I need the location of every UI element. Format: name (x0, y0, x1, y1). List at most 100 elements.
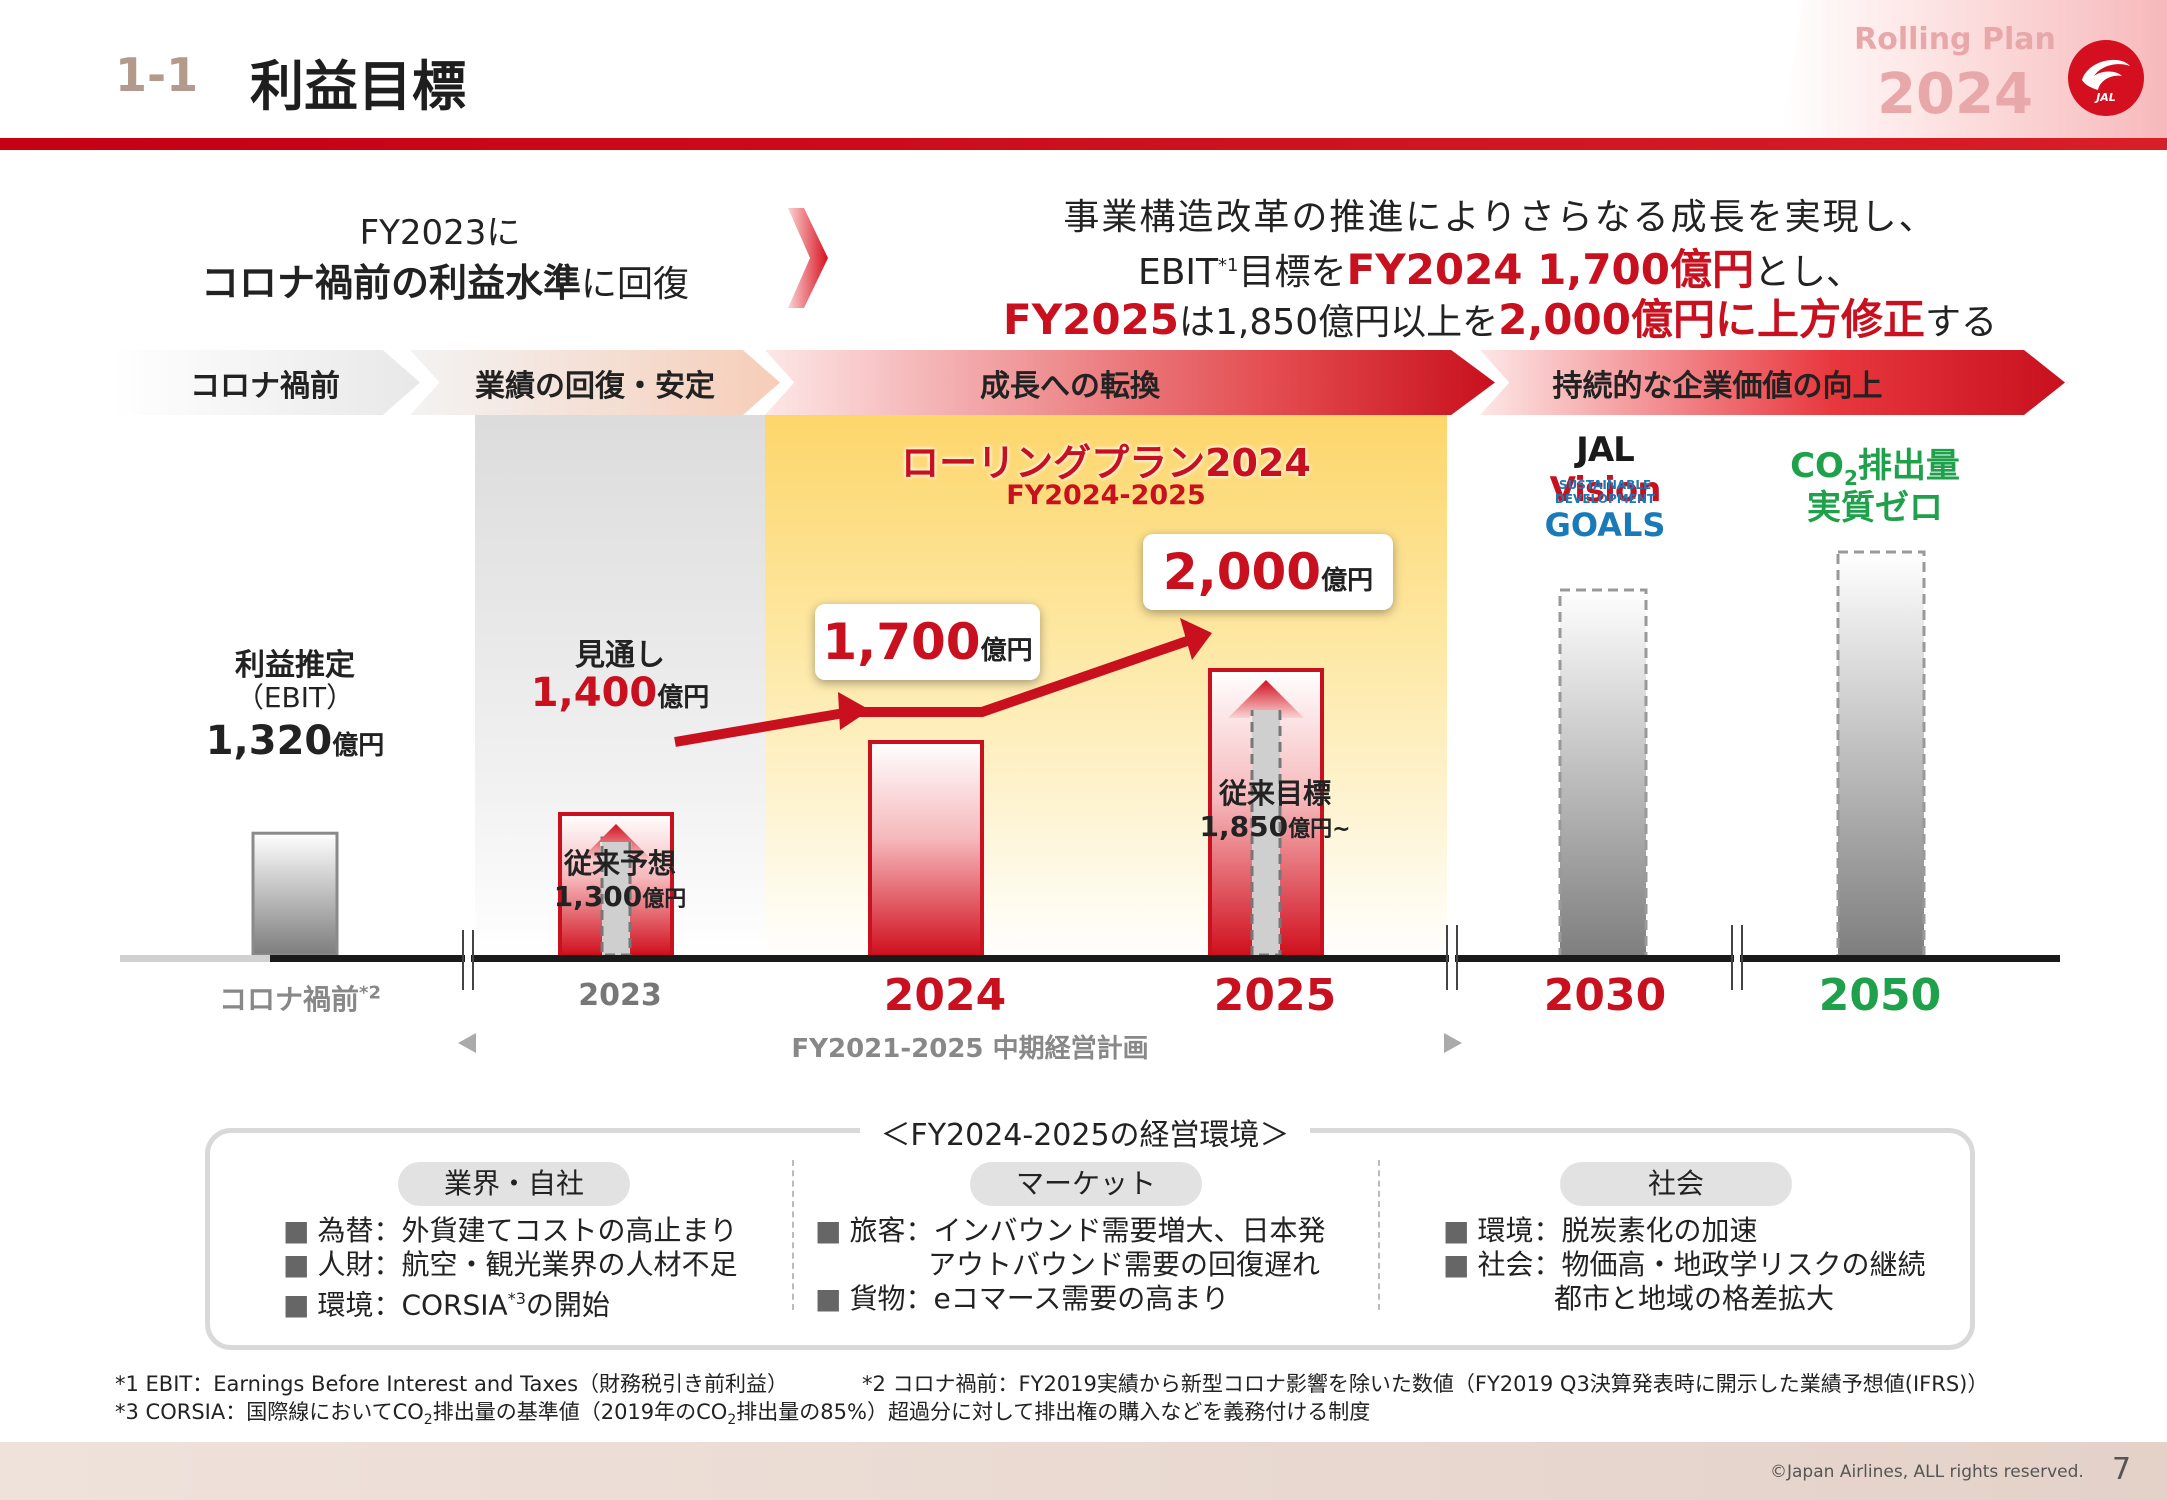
prev-bar-2023 (600, 836, 632, 957)
phase-label: 持続的な企業価値の向上 (1552, 368, 1883, 404)
forecast-2023-value: 1,400億円 (520, 670, 720, 716)
co2-subscript: 2 (1843, 465, 1858, 490)
value-unit: 億円 (642, 887, 687, 912)
year-text: コロナ禍前 (219, 983, 360, 1016)
year-label-2024: 2024 (883, 970, 1007, 1021)
list-item: ■ 旅客：インバウンド需要増大、日本発 (815, 1214, 1325, 1248)
bullet-square-icon: ■ (283, 1288, 310, 1322)
year-label-2030: 2030 (1543, 970, 1667, 1021)
page-number: 7 (2112, 1452, 2132, 1487)
headline-text: する (1924, 302, 1997, 343)
pre-covid-value: 1,320億円 (200, 718, 390, 764)
value-number: 1,700 (822, 613, 981, 671)
headline-text: とし、 (1754, 252, 1863, 293)
pre-covid-label: 利益推定 (235, 648, 355, 683)
bullet-square-icon: ■ (283, 1248, 310, 1281)
headline-target-2024: FY2024 1,700億円 (1346, 245, 1754, 294)
list-item-text: 旅客：インバウンド需要増大、日本発 (849, 1214, 1326, 1247)
profit-chart (120, 550, 2060, 1053)
prev-target-2025-value: 1,850億円~ (1180, 810, 1370, 843)
mtp-arrow-head-right (1444, 1033, 1462, 1053)
axis-break-gap (1449, 952, 1455, 966)
list-item: ■ 貨物：eコマース需要の高まり (815, 1282, 1229, 1316)
env-heading-market: マーケット (970, 1162, 1202, 1206)
increase-arrow-2023 (578, 824, 654, 862)
jal-vision-jal: JAL (1576, 430, 1635, 470)
bar-2050 (1836, 550, 1926, 962)
crane-icon (2082, 59, 2130, 90)
value-unit: 億円~ (1288, 817, 1351, 842)
headline-text: は1,850億円以上を (1179, 302, 1499, 343)
phase-arrow-sustainable: 持続的な企業価値の向上 (1480, 350, 2065, 415)
footnote-text: 排出量の基準値（2019年のCO (432, 1400, 728, 1424)
header-rule (0, 138, 2167, 150)
sdg-line1: SUSTAINABLE (1558, 478, 1652, 492)
list-item: ■ 環境：脱炭素化の加速 (1443, 1214, 1757, 1248)
value-number: 1,300 (553, 880, 643, 913)
bar-2024 (868, 740, 984, 957)
mid-term-plan-label: FY2021-2025 中期経営計画 (791, 1034, 1149, 1064)
section-number: 1-1 (115, 48, 199, 102)
jal-vision-word: Vision (1549, 470, 1662, 510)
list-item-text: 貨物：eコマース需要の高まり (849, 1282, 1230, 1315)
value-unit: 億円 (980, 636, 1033, 666)
intro-rest: に回復 (581, 264, 690, 305)
rolling-plan-title: ローリングプラン2024 (901, 441, 1311, 485)
bullet-square-icon: ■ (815, 1282, 842, 1315)
list-item: ■ 環境：CORSIA*3の開始 (283, 1282, 610, 1322)
co2-text: CO (1790, 446, 1844, 486)
prev-forecast-2023-label: 従来予想 (563, 847, 676, 880)
list-item-text: 環境：CORSIA (317, 1288, 508, 1322)
env-heading-society: 社会 (1560, 1162, 1792, 1206)
prev-forecast-2023-value: 1,300億円 (540, 880, 700, 913)
sdg-logo-text: SUSTAINABLE DEVELOPMENT (1530, 478, 1680, 506)
headline-fy2025: FY2025 (1003, 295, 1180, 344)
growth-arrow (674, 635, 1192, 747)
bullet-square-icon: ■ (1443, 1248, 1470, 1281)
growth-arrow-head (1180, 618, 1212, 660)
list-item: ■ 社会：物価高・地政学リスクの継続 (1443, 1248, 1925, 1282)
list-item-text: 社会：物価高・地政学リスクの継続 (1477, 1248, 1926, 1281)
footnote-text: *3 CORSIA：国際線においてCO (115, 1400, 424, 1424)
footnote-1: *1 EBIT：Earnings Before Interest and Tax… (115, 1372, 789, 1396)
headline-line-2: EBIT*1目標をFY2024 1,700億円とし、 (900, 236, 2100, 297)
footnote-ref: *3 (507, 1289, 526, 1308)
logo-text: JAL (2096, 91, 2116, 104)
rolling-plan-period: FY2024-2025 (1006, 480, 1206, 511)
year-label-2025: 2025 (1213, 970, 1337, 1021)
phase-arrow-growth: 成長への転換 (765, 350, 1495, 415)
intro-line-2: コロナ禍前の利益水準に回復 (130, 252, 760, 307)
value-unit: 億円 (657, 683, 710, 713)
headline-text: 目標を (1238, 252, 1347, 293)
phase-label: 成長への転換 (980, 368, 1160, 404)
list-item: ■ 人財：航空・観光業界の人材不足 (283, 1248, 737, 1282)
environment-title: ＜FY2024-2025の経営環境＞ (860, 1110, 1310, 1154)
year-label-2050: 2050 (1818, 970, 1942, 1021)
footnote-2: *2 コロナ禍前：FY2019実績から新型コロナ影響を除いた数値（FY2019 … (862, 1372, 1989, 1396)
year-label-pre-covid: コロナ禍前*2 (180, 978, 420, 1018)
headline-line-1: 事業構造改革の推進によりさらなる成長を実現し、 (1063, 197, 1937, 238)
co2-net-zero: 実質ゼロ (1807, 488, 1943, 528)
env-heading-industry: 業界・自社 (398, 1162, 630, 1206)
axis-break-gap (1734, 952, 1740, 966)
value-number: 1,850 (1199, 810, 1289, 843)
list-item-text: 人財：航空・観光業界の人材不足 (317, 1248, 738, 1281)
footer-bar (0, 1442, 2167, 1500)
page-title: 利益目標 (250, 55, 466, 118)
footnote-sub: 2 (727, 1412, 737, 1429)
year-label-2023: 2023 (578, 978, 662, 1013)
value-unit: 億円 (332, 731, 385, 761)
pre-covid-sub: （EBIT） (235, 681, 355, 714)
phase-arrow-recovery: 業績の回復・安定 (410, 350, 780, 415)
list-item-continuation: 都市と地域の格差拡大 (1554, 1282, 1835, 1315)
list-item-text: 環境：脱炭素化の加速 (1477, 1214, 1758, 1247)
mtp-arrow-head-left (458, 1033, 476, 1053)
prev-target-2025-label: 従来目標 (1218, 777, 1331, 810)
copyright: ©Japan Airlines, ALL rights reserved. (1770, 1462, 2084, 1482)
rolling-plan-label: Rolling Plan (1854, 22, 2056, 57)
intro-line-1: FY2023に (359, 213, 521, 253)
axis-break-gap (465, 952, 471, 966)
growth-arrow-head (838, 692, 870, 730)
list-item-text: 為替：外貨建てコストの高止まり (317, 1214, 738, 1247)
intro-bold: コロナ禍前の利益水準 (200, 261, 581, 305)
